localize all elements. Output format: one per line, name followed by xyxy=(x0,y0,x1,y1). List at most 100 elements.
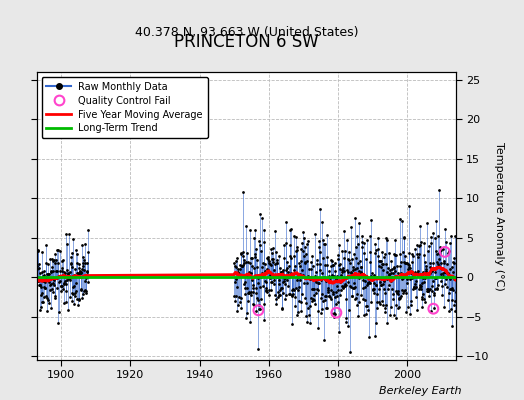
Point xyxy=(58,283,66,290)
Point xyxy=(268,256,277,262)
Point xyxy=(294,287,302,294)
Point xyxy=(281,280,289,287)
Point xyxy=(356,263,365,270)
Point xyxy=(297,246,305,252)
Point xyxy=(55,272,63,279)
Point xyxy=(381,308,390,315)
Point xyxy=(324,285,332,291)
Point xyxy=(68,290,76,296)
Y-axis label: Temperature Anomaly (°C): Temperature Anomaly (°C) xyxy=(494,142,504,290)
Point xyxy=(279,267,288,274)
Point xyxy=(37,304,45,310)
Point xyxy=(56,248,64,255)
Point xyxy=(433,285,441,291)
Point xyxy=(298,240,307,246)
Point xyxy=(84,227,93,233)
Point xyxy=(310,286,319,292)
Point xyxy=(259,259,268,266)
Point xyxy=(62,288,71,294)
Point xyxy=(343,237,351,243)
Point xyxy=(394,291,402,297)
Point xyxy=(258,282,267,289)
Point xyxy=(367,273,376,279)
Point xyxy=(254,307,263,314)
Point xyxy=(246,226,254,233)
Point xyxy=(340,228,348,234)
Legend: Raw Monthly Data, Quality Control Fail, Five Year Moving Average, Long-Term Tren: Raw Monthly Data, Quality Control Fail, … xyxy=(41,77,208,138)
Point xyxy=(65,273,73,279)
Point xyxy=(60,270,69,276)
Point xyxy=(292,284,300,291)
Point xyxy=(52,256,60,263)
Point xyxy=(321,240,329,247)
Point xyxy=(442,239,450,246)
Point xyxy=(307,266,315,272)
Point xyxy=(399,275,408,281)
Point xyxy=(417,286,425,292)
Point xyxy=(421,266,430,272)
Point xyxy=(447,322,456,329)
Point xyxy=(232,264,240,270)
Point xyxy=(377,282,386,288)
Point xyxy=(54,272,63,279)
Point xyxy=(450,276,458,282)
Point xyxy=(419,291,427,297)
Point xyxy=(69,291,77,298)
Point xyxy=(80,288,88,294)
Point xyxy=(305,275,313,282)
Point xyxy=(237,295,246,301)
Point xyxy=(372,320,380,326)
Point xyxy=(74,271,82,277)
Point xyxy=(330,310,338,316)
Point xyxy=(63,241,71,248)
Point xyxy=(282,219,290,225)
Point xyxy=(277,284,286,291)
Point xyxy=(439,246,447,252)
Point xyxy=(400,234,408,240)
Point xyxy=(323,232,331,238)
Point xyxy=(404,260,412,267)
Point xyxy=(240,281,248,287)
Point xyxy=(238,262,246,269)
Point xyxy=(392,302,400,309)
Point xyxy=(380,278,388,284)
Point xyxy=(351,284,359,290)
Point xyxy=(276,292,285,298)
Point xyxy=(46,282,54,288)
Point xyxy=(386,275,394,282)
Point xyxy=(36,282,44,288)
Point xyxy=(261,261,269,267)
Title: PRINCETON 6 SW: PRINCETON 6 SW xyxy=(174,33,319,51)
Point xyxy=(249,284,257,291)
Point xyxy=(435,256,443,262)
Point xyxy=(270,272,279,278)
Point xyxy=(42,274,50,280)
Point xyxy=(235,294,243,300)
Point xyxy=(296,277,304,284)
Point xyxy=(399,248,407,255)
Point xyxy=(243,272,252,279)
Point xyxy=(383,276,391,282)
Point xyxy=(50,257,58,264)
Point xyxy=(320,274,328,280)
Point xyxy=(315,267,324,274)
Point xyxy=(286,242,294,248)
Point xyxy=(389,296,397,302)
Point xyxy=(355,268,363,274)
Point xyxy=(333,293,341,299)
Point xyxy=(442,276,450,282)
Point xyxy=(58,265,67,272)
Point xyxy=(288,292,296,298)
Point xyxy=(315,238,323,244)
Point xyxy=(259,272,267,278)
Point xyxy=(256,211,264,217)
Point xyxy=(82,268,91,274)
Point xyxy=(257,274,265,280)
Point xyxy=(333,252,342,258)
Point xyxy=(288,287,297,294)
Point xyxy=(289,271,298,277)
Point xyxy=(336,266,345,272)
Point xyxy=(249,281,257,288)
Point xyxy=(266,271,275,278)
Point xyxy=(312,279,321,285)
